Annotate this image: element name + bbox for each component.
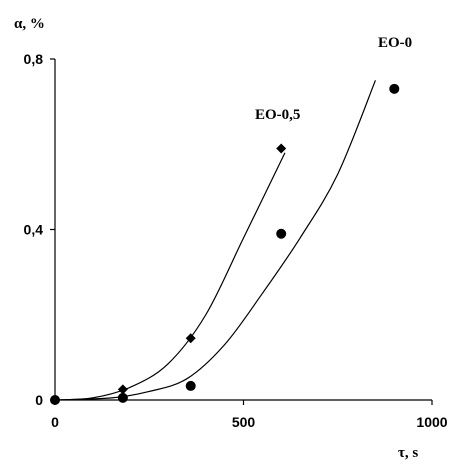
data-point-circle <box>117 392 128 403</box>
series-label: EO-0,5 <box>255 107 300 123</box>
data-point-circle <box>276 228 287 239</box>
series-label: EO-0 <box>378 35 412 51</box>
fit-curve <box>54 152 286 401</box>
y-axis-title: α, % <box>14 16 45 32</box>
series-labels: EO-0,5 EO-0 <box>255 35 412 123</box>
axes <box>54 59 432 401</box>
x-tick-label: 500 <box>232 414 256 430</box>
data-point-circle <box>185 380 196 391</box>
data-point-diamond <box>117 384 128 395</box>
x-tick-label: 0 <box>51 414 59 430</box>
x-tick-label: 1000 <box>416 414 447 430</box>
data-point-diamond <box>185 333 196 344</box>
fit-curves <box>54 80 377 401</box>
y-tick-label: 0,8 <box>24 51 44 67</box>
y-tick-label: 0 <box>35 392 43 408</box>
chart-labels: α, % τ, s <box>14 16 418 461</box>
x-axis-title: τ, s <box>398 445 418 461</box>
data-point-circle <box>50 395 60 405</box>
y-tick-label: 0,4 <box>24 222 44 238</box>
data-markers <box>50 83 400 405</box>
ticks: 0 500 1000 0 0,4 0,8 <box>24 51 448 430</box>
data-point-diamond <box>276 143 287 154</box>
data-point-circle <box>389 83 400 94</box>
fit-curve <box>54 80 377 401</box>
